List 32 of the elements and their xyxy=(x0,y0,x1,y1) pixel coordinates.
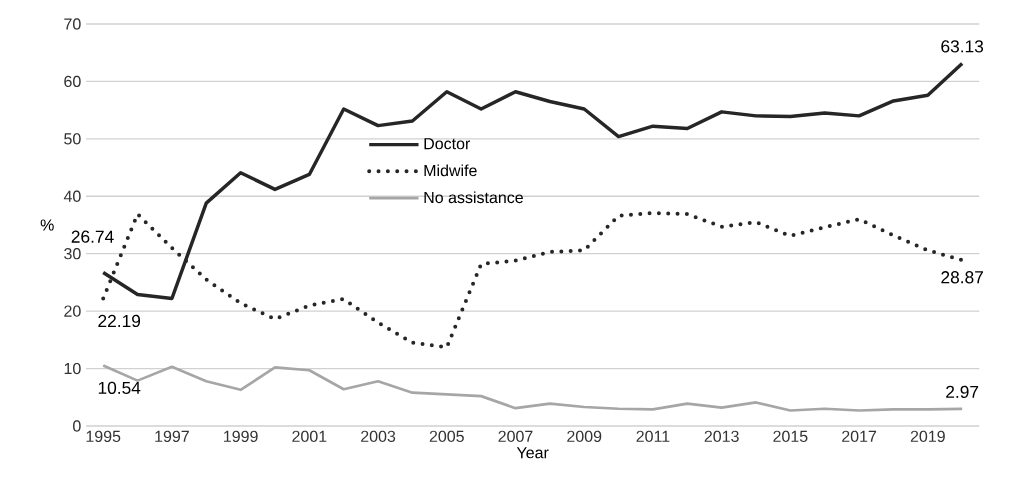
data-label: 63.13 xyxy=(941,40,984,53)
y-tick-label: 20 xyxy=(64,305,81,317)
x-tick-label: 2017 xyxy=(842,430,877,443)
x-tick-label: 2009 xyxy=(567,430,602,443)
data-label: 22.19 xyxy=(98,314,141,328)
y-tick-label: 10 xyxy=(64,362,81,375)
data-label: 10.54 xyxy=(98,381,141,394)
data-label: 26.74 xyxy=(71,230,114,243)
y-tick-label: 30 xyxy=(64,248,81,260)
legend-label: Doctor xyxy=(424,138,471,150)
legend-label: Midwife xyxy=(424,164,477,177)
y-tick-label: 40 xyxy=(63,190,81,202)
y-tick-label: 0 xyxy=(73,420,81,432)
x-tick-label: 1999 xyxy=(224,430,258,443)
y-tick-label: 60 xyxy=(64,75,81,88)
x-tick-label: 2013 xyxy=(704,430,739,443)
x-tick-label: 2015 xyxy=(773,430,808,443)
x-tick-label: 2003 xyxy=(361,430,396,443)
y-axis-title: % xyxy=(40,219,54,231)
x-axis-title: Year xyxy=(516,447,549,459)
data-label: 2.97 xyxy=(946,385,979,398)
y-tick-label: 70 xyxy=(64,18,81,30)
x-tick-label: 1997 xyxy=(155,430,189,443)
x-tick-label: 1995 xyxy=(86,430,121,443)
legend-label: No assistance xyxy=(424,191,523,204)
y-tick-label: 50 xyxy=(64,133,81,145)
x-tick-label: 2011 xyxy=(636,430,670,443)
data-label: 28.87 xyxy=(941,271,983,284)
x-tick-label: 2005 xyxy=(429,430,464,443)
x-tick-label: 2007 xyxy=(498,430,533,443)
x-tick-label: 2001 xyxy=(292,430,327,443)
x-tick-label: 2019 xyxy=(910,430,945,443)
